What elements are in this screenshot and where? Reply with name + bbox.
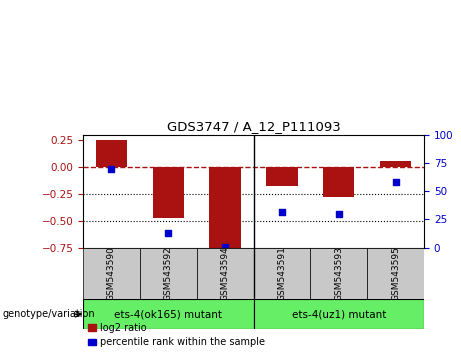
Bar	[323, 167, 355, 197]
Bar	[96, 140, 127, 167]
Text: GSM543594: GSM543594	[221, 246, 230, 301]
Bar	[83, 299, 254, 329]
Bar	[367, 248, 424, 299]
Bar	[254, 299, 424, 329]
Text: ets-4(uz1) mutant: ets-4(uz1) mutant	[292, 309, 386, 319]
Bar	[83, 248, 140, 299]
Point	[221, 244, 229, 250]
Text: GSM543592: GSM543592	[164, 246, 173, 301]
Point	[108, 166, 115, 171]
Legend: log2 ratio, percentile rank within the sample: log2 ratio, percentile rank within the s…	[88, 322, 265, 347]
Bar	[266, 167, 298, 186]
Point	[278, 209, 286, 215]
Bar	[140, 248, 197, 299]
Text: ets-4(ok165) mutant: ets-4(ok165) mutant	[114, 309, 222, 319]
Text: GSM543595: GSM543595	[391, 246, 400, 301]
Bar	[153, 167, 184, 218]
Text: GSM543590: GSM543590	[107, 246, 116, 301]
Point	[392, 179, 399, 185]
Point	[165, 230, 172, 236]
Bar	[197, 248, 254, 299]
Bar	[310, 248, 367, 299]
Bar	[209, 167, 241, 248]
Text: genotype/variation: genotype/variation	[2, 309, 95, 319]
Point	[335, 211, 343, 217]
Title: GDS3747 / A_12_P111093: GDS3747 / A_12_P111093	[167, 120, 340, 133]
Bar	[380, 161, 411, 167]
Bar	[254, 248, 310, 299]
Text: GSM543593: GSM543593	[334, 246, 343, 301]
Text: GSM543591: GSM543591	[278, 246, 286, 301]
